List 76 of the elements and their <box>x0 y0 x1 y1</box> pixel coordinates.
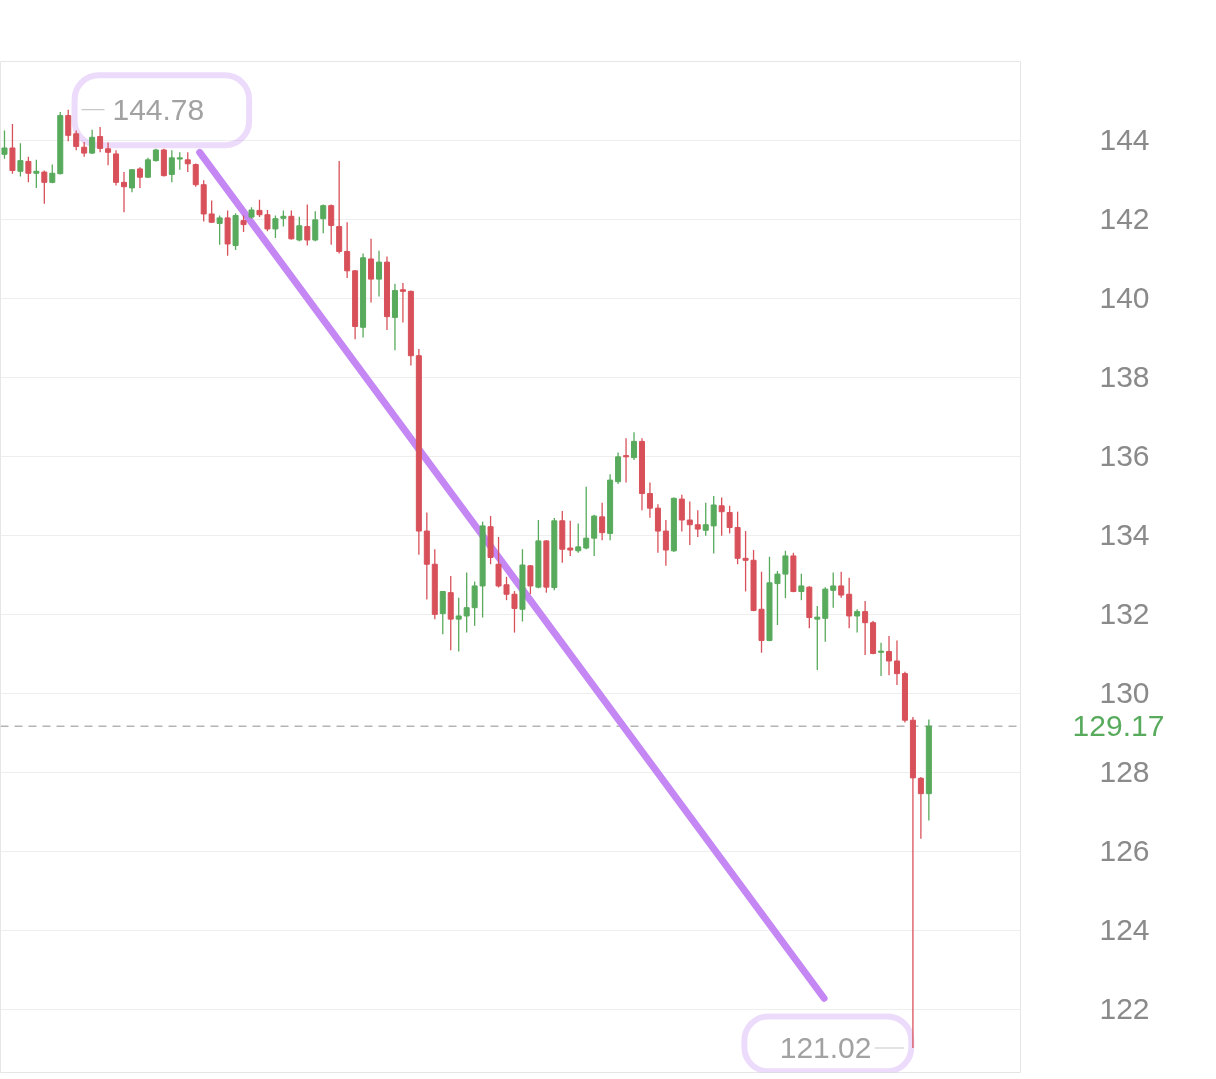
candlestick <box>575 522 582 554</box>
candlestick <box>694 509 701 538</box>
candlestick <box>830 571 837 609</box>
candlestick <box>168 149 175 183</box>
candlestick <box>718 496 725 537</box>
candlestick <box>686 500 693 546</box>
candlestick <box>304 203 311 247</box>
candlestick <box>328 203 335 246</box>
candlestick <box>399 282 406 324</box>
candlestick <box>33 159 40 189</box>
candlestick <box>25 156 32 183</box>
candlestick <box>264 209 271 232</box>
candlestick <box>1 129 8 160</box>
ref-line-label: 129.17 <box>1072 709 1165 743</box>
candlestick <box>136 166 143 189</box>
candlestick <box>678 494 685 533</box>
candlestick <box>838 571 845 599</box>
y-tick-label: 126 <box>1099 834 1150 868</box>
candlestick <box>312 210 319 242</box>
y-tick-label: 138 <box>1099 360 1150 394</box>
y-tick-label: 122 <box>1099 992 1150 1026</box>
candlestick <box>567 520 574 557</box>
y-tick-label: 124 <box>1099 913 1150 947</box>
annotation: 121.02 <box>779 1031 872 1065</box>
candlestick <box>591 514 598 557</box>
candlestick <box>376 250 383 298</box>
candlestick <box>97 126 104 153</box>
y-tick-label: 134 <box>1099 518 1150 552</box>
candlestick <box>710 495 717 555</box>
candlestick <box>798 573 805 601</box>
y-tick-label: 136 <box>1099 439 1150 473</box>
candlestick <box>814 605 821 671</box>
candlestick <box>439 590 446 635</box>
candlestick <box>893 639 900 686</box>
candlestick <box>782 550 789 599</box>
candlestick <box>662 519 669 567</box>
candlestick <box>623 437 630 484</box>
candlestick <box>288 209 295 241</box>
candlestick <box>368 238 375 304</box>
candlestick <box>192 162 199 188</box>
candlestick <box>583 486 590 550</box>
candlestick <box>646 481 653 519</box>
y-tick-label: 140 <box>1099 281 1150 315</box>
y-tick-label: 132 <box>1099 597 1150 631</box>
candlestick <box>216 214 223 246</box>
candlestick <box>846 577 853 629</box>
candlestick <box>105 141 112 167</box>
candlestick <box>455 597 462 653</box>
y-tick-label: 130 <box>1099 676 1150 710</box>
candlestick <box>272 214 279 239</box>
candlestick <box>878 642 885 677</box>
candlestick <box>41 169 48 205</box>
candlestick <box>17 142 24 178</box>
candlestick <box>654 503 661 554</box>
candlestick <box>702 501 709 537</box>
candlestick <box>527 564 534 595</box>
candlestick <box>73 129 80 152</box>
candlestick <box>320 203 327 234</box>
candlestick <box>854 608 861 634</box>
candlestick <box>184 151 191 173</box>
candlestick <box>917 776 924 840</box>
candlestick <box>9 123 16 175</box>
candlestick <box>862 600 869 656</box>
candlestick <box>296 216 303 242</box>
candlestick <box>886 635 893 676</box>
candlestick <box>599 501 606 541</box>
y-tick-label: 144 <box>1099 123 1150 157</box>
candlestick <box>65 109 72 142</box>
candlestick <box>344 221 351 279</box>
y-tick-label: 128 <box>1099 755 1150 789</box>
annotation: 144.78 <box>112 92 205 126</box>
y-tick-label: 142 <box>1099 202 1150 236</box>
candlestick <box>89 129 96 155</box>
candlestick <box>511 590 518 634</box>
candlestick <box>121 171 128 214</box>
candlestick <box>631 431 638 461</box>
